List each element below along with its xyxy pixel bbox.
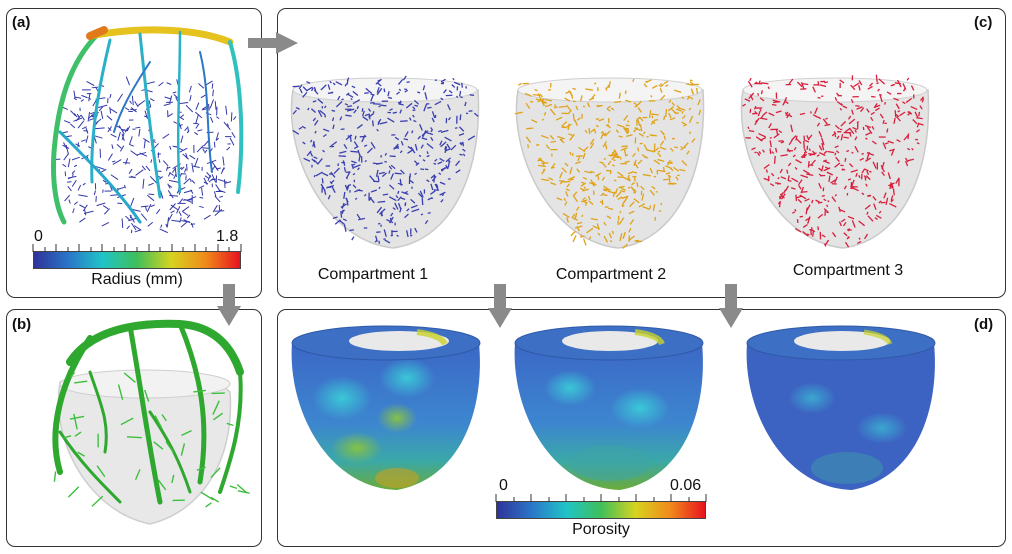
panel-label-d: (d) — [974, 316, 994, 333]
porosity-min-label: 0 — [499, 477, 508, 494]
porosity-heart-2-image — [514, 325, 704, 490]
main-vessel-right — [228, 40, 244, 194]
radius-colorbar — [33, 251, 241, 269]
compartment-1-label: Compartment 1 — [317, 266, 429, 283]
porosity-colorbar-ticks — [495, 494, 707, 502]
vascular-tree-image — [51, 26, 244, 234]
porosity-max-label: 0.06 — [670, 477, 702, 494]
panel-label-a: (a) — [12, 14, 31, 31]
radius-max-label: 1.8 — [216, 228, 239, 245]
compartment-1-image — [290, 75, 480, 249]
compartment-3-image — [740, 74, 930, 249]
panel-label-c: (c) — [974, 14, 993, 31]
green-vessel-tree — [52, 319, 244, 505]
main-vessel-left — [51, 31, 101, 225]
compartment-3-label: Compartment 3 — [792, 262, 904, 279]
radius-min-label: 0 — [34, 228, 43, 245]
porosity-colorbar — [496, 501, 706, 519]
arrow-a-to-c — [248, 32, 298, 54]
panel-label-b: (b) — [12, 316, 32, 333]
porosity-heart-3-image — [746, 325, 936, 490]
radius-colorbar-title: Radius (mm) — [91, 271, 183, 288]
arrow-c-to-d-1 — [488, 284, 512, 328]
radius-colorbar-ticks — [32, 244, 242, 252]
porosity-colorbar-title: Porosity — [572, 521, 630, 538]
compartment-2-label: Compartment 2 — [555, 266, 667, 283]
arrow-a-to-b — [217, 284, 241, 326]
compartment-2-image — [514, 77, 705, 249]
porosity-heart-1-image — [291, 325, 481, 490]
coronary-tree-heart-image — [52, 319, 250, 525]
arrow-c-to-d-2 — [719, 284, 743, 328]
